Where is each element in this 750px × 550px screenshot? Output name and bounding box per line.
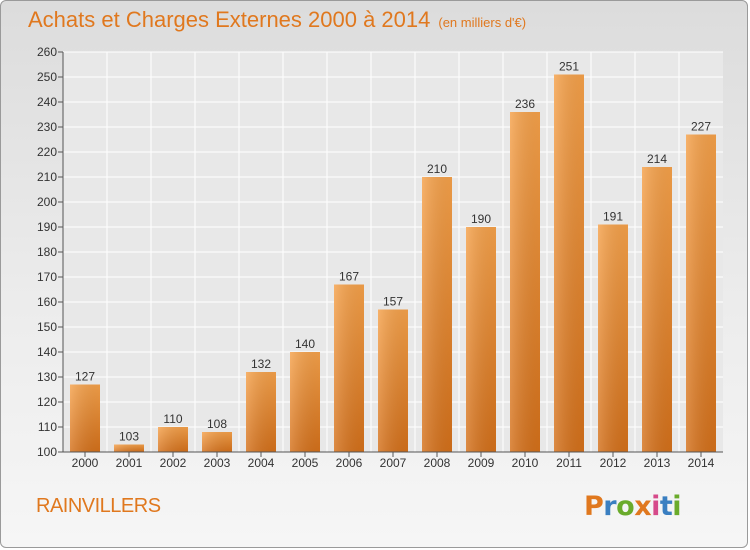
bar-highlight	[642, 167, 672, 452]
y-tick-label: 250	[37, 70, 57, 84]
data-label: 214	[647, 152, 667, 166]
logo-letter: o	[616, 491, 635, 522]
bar-highlight	[114, 444, 144, 452]
logo-letter: P	[584, 491, 604, 522]
bar-highlight	[466, 227, 496, 452]
data-label: 132	[251, 357, 271, 371]
y-tick-label: 240	[37, 95, 57, 109]
bar-highlight	[158, 427, 188, 452]
logo-letter: x	[634, 491, 652, 522]
data-label: 190	[471, 212, 491, 226]
data-label: 157	[383, 295, 403, 309]
y-tick-label: 150	[37, 320, 57, 334]
x-tick-label: 2011	[556, 456, 582, 470]
bar-highlight	[378, 309, 408, 452]
x-tick-label: 2013	[644, 456, 671, 470]
data-label: 227	[691, 120, 711, 134]
x-tick-label: 2007	[380, 456, 407, 470]
data-label: 110	[163, 412, 182, 426]
x-tick-label: 2010	[512, 456, 539, 470]
y-tick-label: 260	[37, 45, 57, 59]
x-tick-label: 2003	[204, 456, 231, 470]
data-label: 210	[427, 162, 447, 176]
data-label: 108	[207, 417, 227, 431]
x-tick-label: 2004	[248, 456, 275, 470]
y-tick-label: 160	[37, 295, 57, 309]
y-tick-label: 230	[37, 120, 57, 134]
data-label: 103	[119, 430, 139, 444]
logo-letter: r	[603, 491, 617, 522]
x-tick-label: 2014	[688, 456, 715, 470]
y-tick-label: 100	[37, 445, 57, 459]
y-tick-label: 130	[37, 370, 57, 384]
bar-highlight	[422, 177, 452, 452]
data-label: 191	[603, 210, 623, 224]
x-tick-label: 2001	[116, 456, 143, 470]
data-label: 236	[515, 97, 535, 111]
y-tick-label: 140	[37, 345, 57, 359]
x-tick-label: 2012	[600, 456, 627, 470]
y-tick-label: 190	[37, 220, 57, 234]
x-tick-label: 2002	[160, 456, 187, 470]
bar-highlight	[290, 352, 320, 452]
proxiti-logo: Proxiti	[584, 491, 682, 522]
y-tick-label: 180	[37, 245, 57, 259]
logo-letter: i	[651, 491, 660, 522]
bar-highlight	[70, 384, 100, 452]
bar-highlight	[202, 432, 232, 452]
x-tick-label: 2006	[336, 456, 363, 470]
data-label: 251	[559, 60, 579, 74]
bar-highlight	[686, 134, 716, 452]
x-tick-label: 2008	[424, 456, 451, 470]
x-tick-label: 2000	[72, 456, 99, 470]
chart-title-text: Achats et Charges Externes 2000 à 2014	[28, 7, 431, 32]
city-name: RAINVILLERS	[36, 495, 161, 517]
bar-highlight	[510, 112, 540, 452]
axis-layer: 100 110 120 130 140 150 160 170 180 190 200 210 220 2…	[37, 45, 723, 470]
y-tick-label: 120	[37, 395, 57, 409]
logo-letter: t	[659, 491, 673, 522]
y-tick-label: 210	[37, 170, 57, 184]
bar-highlight	[598, 224, 628, 452]
y-tick-label: 170	[37, 270, 57, 284]
chart-title: Achats et Charges Externes 2000 à 2014 (e…	[28, 7, 526, 33]
data-label: 140	[295, 337, 315, 351]
y-tick-label: 200	[37, 195, 57, 209]
bar-highlight	[334, 284, 364, 452]
x-tick-label: 2005	[292, 456, 319, 470]
bar-highlight	[246, 372, 276, 452]
bar-layer: 127 103 110 108 132 140 167 157 210 190 236 251 191 2…	[70, 60, 716, 452]
y-tick-label: 110	[38, 420, 57, 434]
data-label: 127	[75, 370, 95, 384]
chart-subtitle: (en milliers d'€)	[438, 15, 527, 30]
logo-letter: i	[672, 491, 682, 522]
data-label: 167	[339, 270, 359, 284]
x-tick-label: 2009	[468, 456, 495, 470]
y-tick-label: 220	[37, 145, 57, 159]
bar-highlight	[554, 74, 584, 452]
